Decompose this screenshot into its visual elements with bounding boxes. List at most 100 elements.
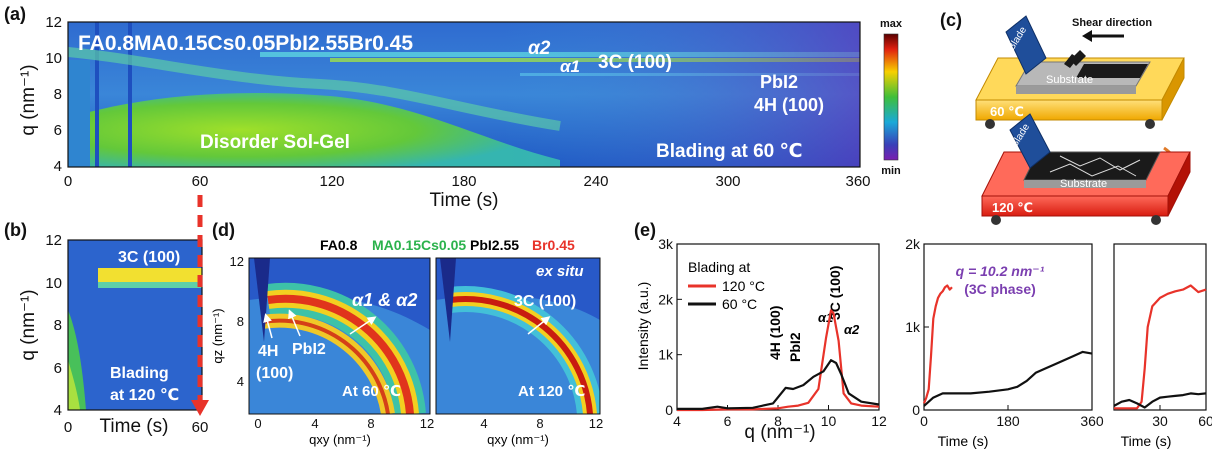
y-tick-label: 2k <box>905 236 921 252</box>
panel-b-ytick: 4 <box>54 402 62 419</box>
panel-a-xtick: 120 <box>319 173 344 190</box>
panel-d-label: (d) <box>212 220 235 240</box>
x-tick-label: 12 <box>871 413 887 429</box>
y-tick-label: 0 <box>665 402 673 418</box>
exsitu-label: ex situ <box>536 263 584 280</box>
panel-d-xlabel-left: qxy (nm⁻¹) <box>309 432 371 447</box>
peak-alpha2-label: α2 <box>844 322 860 337</box>
panel-a-title: FA0.8MA0.15Cs0.05PbI2.55Br0.45 <box>78 32 413 55</box>
legend-title: Blading at <box>688 259 750 275</box>
chart-0: 4 6 8 10 12 0 1k 2k 3k <box>658 236 887 429</box>
panel-a-xticks: 0 60 120 180 240 300 360 <box>64 173 871 190</box>
substrate-label-bottom: Substrate <box>1060 178 1107 190</box>
panel-e-time-xlabel-right: Time (s) <box>1121 433 1172 449</box>
series-line <box>923 350 1093 407</box>
panel-d-3c-label: 3C (100) <box>514 293 576 310</box>
formula-fa: FA0.8 <box>320 237 358 253</box>
panel-a-heatmap <box>67 21 861 168</box>
chart-2: 30 60 <box>1113 243 1212 429</box>
series-line <box>1113 392 1207 409</box>
temp-120-label: 120 ℃ <box>992 200 1033 215</box>
legend-label-120: 120 °C <box>722 278 765 294</box>
substrate-label-top: Substrate <box>1046 74 1093 86</box>
panel-e-xlabel: q (nm⁻¹) <box>744 422 815 443</box>
series-line <box>922 284 953 404</box>
panel-a-yticks: 4 6 8 10 12 <box>45 14 62 175</box>
panel-b-xtick: 60 <box>192 419 209 436</box>
shear-direction-label: Shear direction <box>1072 17 1152 29</box>
schematic-bottom-120c <box>981 113 1191 225</box>
panel-b-ytick: 10 <box>45 275 62 292</box>
panel-d-left-temp: At 60 ℃ <box>342 383 401 400</box>
panel-e-ylabel: Intensity (a.u.) <box>635 282 651 371</box>
panel-d-xtick-left: 12 <box>420 416 434 431</box>
panel-d-xtick-left: 4 <box>311 416 318 431</box>
series-line <box>677 359 880 410</box>
q-note-line1: q = 10.2 nm⁻¹ <box>956 263 1045 279</box>
panel-a-xtick: 240 <box>583 173 608 190</box>
panel-d-xtick-right: 8 <box>536 416 543 431</box>
panel-d-xtick-left: 0 <box>254 416 261 431</box>
dashed-red-arrow <box>191 195 209 416</box>
y-tick-label: 0 <box>912 402 920 418</box>
panel-c-label: (c) <box>940 10 962 30</box>
panel-d-pbi2-label: PbI2 <box>292 341 326 358</box>
panel-d-ytick: 12 <box>230 254 244 269</box>
series-line <box>1114 284 1207 410</box>
panel-a-ytick: 10 <box>45 50 62 67</box>
q-note-line2: (3C phase) <box>964 281 1036 297</box>
formula-ma-cs: MA0.15Cs0.05 <box>372 237 466 253</box>
schematic-top-60c <box>975 15 1185 129</box>
panel-d-formula: FA0.8 MA0.15Cs0.05 PbI2.55 Br0.45 <box>320 237 575 253</box>
formula-pbi: PbI2.55 <box>470 237 519 253</box>
x-tick-label: 60 <box>1198 413 1212 429</box>
panel-a-label: (a) <box>4 4 26 24</box>
panel-e-label: (e) <box>634 220 656 240</box>
x-tick-label: 360 <box>1080 413 1104 429</box>
panel-b-heatmap <box>67 239 203 411</box>
colorbar: max min <box>880 18 903 177</box>
panel-a-xlabel: Time (s) <box>430 190 499 211</box>
formula-br: Br0.45 <box>532 237 575 253</box>
panel-b-3c-label: 3C (100) <box>118 249 180 266</box>
panel-d-left-map <box>248 257 431 415</box>
panel-d-ytick: 8 <box>237 314 244 329</box>
panel-b-yticks: 4 6 8 10 12 <box>45 232 62 419</box>
panel-b-ytick: 6 <box>54 360 62 377</box>
3c-phase-label: 3C (100) <box>598 52 672 73</box>
chart-frame <box>1113 243 1207 411</box>
y-tick-label: 3k <box>658 236 674 252</box>
pbi2-label: PbI2 <box>760 72 798 92</box>
legend-label-60: 60 °C <box>722 296 757 312</box>
panel-d-ytick: 4 <box>237 374 244 389</box>
blading-60-label: Blading at 60 ℃ <box>656 141 803 162</box>
panel-d-ylabel: qz (nm⁻¹) <box>210 308 225 363</box>
colorbar-max-label: max <box>880 18 903 30</box>
panel-e-time-xlabel-mid: Time (s) <box>938 433 989 449</box>
x-tick-label: 0 <box>920 413 928 429</box>
panel-d-right-map <box>435 257 601 415</box>
panel-d-right-temp: At 120 ℃ <box>518 383 585 400</box>
x-tick-label: 6 <box>724 413 732 429</box>
panel-d-xtick-left: 8 <box>367 416 374 431</box>
panel-a-ytick: 8 <box>54 86 62 103</box>
panel-d-4h-line1: 4H <box>258 343 278 360</box>
panel-d-xtick-right: 4 <box>480 416 487 431</box>
panel-a-xtick: 360 <box>845 173 870 190</box>
alpha1-label: α1 <box>560 57 580 76</box>
panel-b-ylabel: q (nm⁻¹) <box>18 289 39 360</box>
x-tick-label: 180 <box>996 413 1020 429</box>
y-tick-label: 1k <box>658 347 674 363</box>
panel-b-blading-line1: Blading <box>110 365 169 382</box>
alpha2-label: α2 <box>528 38 551 59</box>
x-tick-label: 10 <box>821 413 837 429</box>
x-tick-label: 4 <box>673 413 681 429</box>
legend: Blading at 120 °C 60 °C <box>688 259 765 312</box>
panel-a-ylabel: q (nm⁻¹) <box>18 64 39 135</box>
panel-b-ytick: 12 <box>45 232 62 249</box>
panel-b-label: (b) <box>4 220 27 240</box>
panel-a-ytick: 12 <box>45 14 62 31</box>
panel-b-ytick: 8 <box>54 317 62 334</box>
panel-b-blading-line2: at 120 ℃ <box>110 387 179 404</box>
